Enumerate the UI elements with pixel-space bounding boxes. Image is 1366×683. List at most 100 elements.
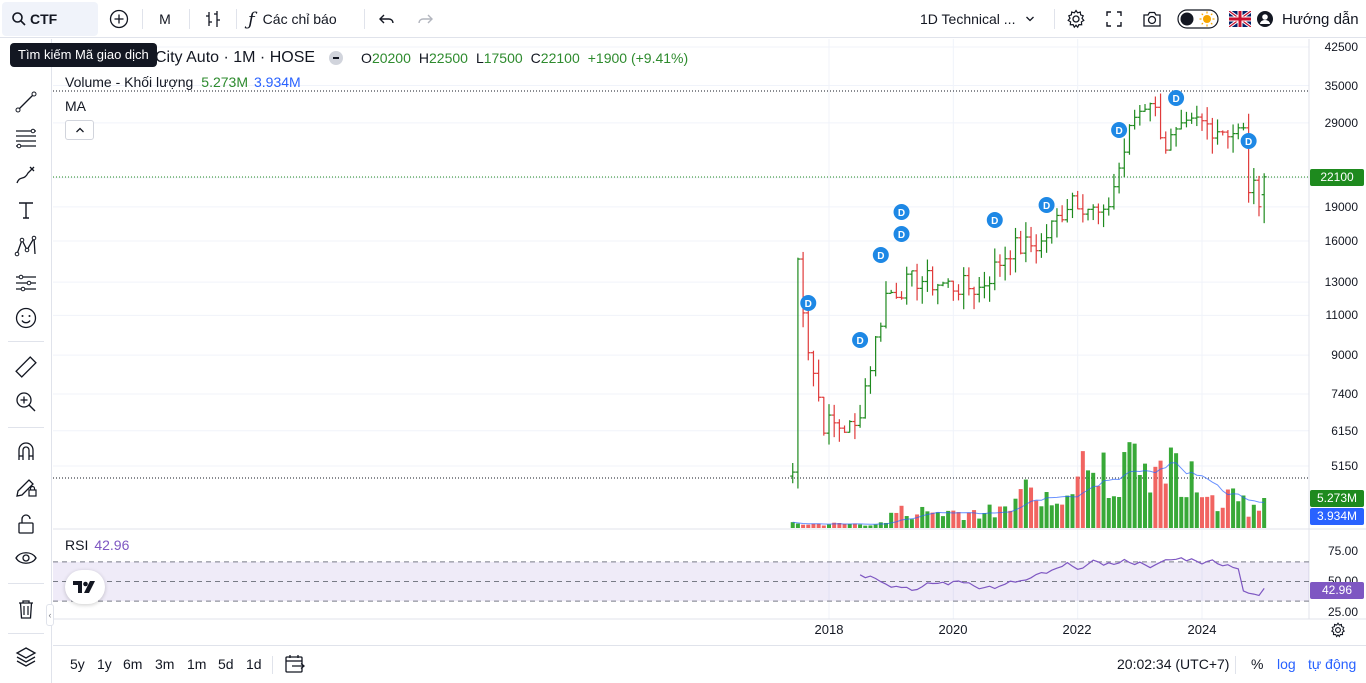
rsi-legend-label[interactable]: RSI — [65, 537, 89, 553]
remove-drawings-tool[interactable] — [10, 593, 42, 625]
volume-bar — [987, 504, 992, 528]
volume-legend-label[interactable]: Volume - Khối lượng — [65, 74, 194, 90]
user-icon — [1257, 11, 1273, 27]
brush-icon — [16, 166, 35, 184]
volume-bar — [801, 524, 806, 528]
volume-bar — [889, 512, 894, 528]
legend-collapse-button[interactable] — [65, 120, 94, 140]
percent-scale-toggle[interactable]: % — [1251, 656, 1264, 672]
range-3m[interactable]: 3m — [155, 656, 175, 672]
price-scale-label: 7400 — [1331, 387, 1358, 402]
dividend-marker[interactable]: D — [1240, 133, 1257, 149]
zoom-tool[interactable] — [10, 386, 42, 418]
volume-bar — [1018, 489, 1023, 528]
fib-tool[interactable] — [10, 122, 42, 154]
volume-bar — [904, 516, 909, 528]
volume-bar — [946, 510, 951, 528]
price-scale-label: 29000 — [1324, 115, 1358, 130]
range-6m[interactable]: 6m — [123, 656, 143, 672]
indicators-label: Các chỉ báo — [262, 11, 337, 27]
ma-legend: MA — [65, 98, 86, 114]
price-scale-label: 9000 — [1331, 348, 1358, 363]
text-tool[interactable] — [10, 194, 42, 226]
text-icon — [19, 202, 33, 219]
zoom-in-icon — [16, 392, 36, 412]
dividend-marker[interactable]: D — [852, 332, 869, 348]
brush-tool[interactable] — [10, 159, 42, 191]
symbol-search-button[interactable]: CTF — [2, 2, 98, 36]
indicators-button[interactable]: ƒ Các chỉ báo — [248, 0, 352, 38]
dividend-marker[interactable]: D — [872, 247, 889, 263]
language-button[interactable] — [1228, 0, 1252, 38]
time-axis[interactable]: 2018 2020 2022 2024 — [53, 618, 1309, 644]
dividend-marker[interactable]: D — [986, 212, 1003, 228]
dividend-marker[interactable]: D — [800, 295, 817, 311]
theme-toggle[interactable] — [1176, 0, 1220, 38]
guide-label: Hướng dẫn — [1282, 10, 1359, 28]
auto-scale-toggle[interactable]: tự động — [1308, 656, 1357, 672]
axis-settings-button[interactable] — [1330, 622, 1348, 640]
pattern-tool[interactable] — [10, 230, 42, 262]
magnet-tool[interactable] — [10, 435, 42, 467]
volume-bar — [1215, 511, 1220, 528]
fullscreen-button[interactable] — [1101, 0, 1127, 38]
icon-tool[interactable] — [10, 302, 42, 334]
range-5y[interactable]: 5y — [70, 656, 85, 672]
go-to-date-button[interactable] — [284, 654, 306, 677]
dividend-marker[interactable]: D — [893, 204, 910, 220]
clock-timezone[interactable]: 20:02:34 (UTC+7) — [1117, 656, 1230, 672]
layout-dropdown[interactable]: 1D Technical ... — [920, 0, 1046, 38]
volume-bar — [920, 506, 925, 528]
bars-chart-icon — [206, 11, 220, 27]
dividend-marker[interactable]: D — [893, 226, 910, 242]
magnet-icon — [18, 442, 34, 460]
tradingview-logo[interactable] — [65, 570, 105, 604]
range-1d[interactable]: 1d — [246, 656, 262, 672]
price-scale-label: 19000 — [1324, 199, 1358, 214]
volume-bar — [951, 510, 956, 528]
trendline-tool[interactable] — [10, 86, 42, 118]
dividend-marker[interactable]: D — [1111, 122, 1128, 138]
snapshot-button[interactable] — [1139, 0, 1165, 38]
chart-type-button[interactable] — [199, 0, 227, 38]
interval-button[interactable]: M — [152, 0, 178, 38]
prediction-tool[interactable] — [10, 267, 42, 299]
volume-bar — [873, 524, 878, 528]
range-1y[interactable]: 1y — [97, 656, 112, 672]
volume-bar — [1117, 496, 1122, 528]
lock-drawing-tool[interactable] — [10, 471, 42, 503]
lock-all-tool[interactable] — [10, 508, 42, 540]
volume-bar — [992, 517, 997, 528]
ma-legend-label[interactable]: MA — [65, 98, 86, 114]
object-tree-tool[interactable] — [10, 641, 42, 673]
settings-button[interactable] — [1063, 0, 1089, 38]
log-scale-toggle[interactable]: log — [1277, 656, 1296, 672]
svg-text:D: D — [991, 216, 998, 227]
volume-bar — [1060, 504, 1065, 528]
dividend-marker[interactable]: D — [1168, 90, 1185, 106]
volume-bar — [1075, 476, 1080, 528]
volume-bar — [1158, 460, 1163, 528]
ohlc-high-value: 22500 — [429, 50, 468, 66]
compare-symbol-button[interactable] — [106, 0, 132, 38]
volume-bar — [1044, 492, 1049, 528]
rsi-scale-25: 25.00 — [1327, 605, 1358, 619]
pencil-lock-icon — [16, 479, 37, 497]
symbol-title[interactable]: City Auto · 1M · HOSE — [155, 49, 316, 66]
volume-bar — [795, 523, 800, 528]
rsi-current-label: 42.96 — [1310, 582, 1364, 599]
svg-text:D: D — [1245, 137, 1252, 148]
range-5d[interactable]: 5d — [218, 656, 234, 672]
volume-bar — [1054, 503, 1059, 528]
undo-button[interactable] — [374, 0, 400, 38]
guide-button[interactable]: Hướng dẫn — [1256, 0, 1364, 38]
redo-button[interactable] — [412, 0, 438, 38]
hide-drawings-tool[interactable] — [10, 542, 42, 574]
dividend-marker[interactable]: D — [1038, 197, 1055, 213]
range-1m[interactable]: 1m — [187, 656, 207, 672]
volume-bar — [837, 523, 842, 528]
measure-tool[interactable] — [10, 351, 42, 383]
toolbar-collapse-handle[interactable]: ‹ — [46, 604, 54, 626]
